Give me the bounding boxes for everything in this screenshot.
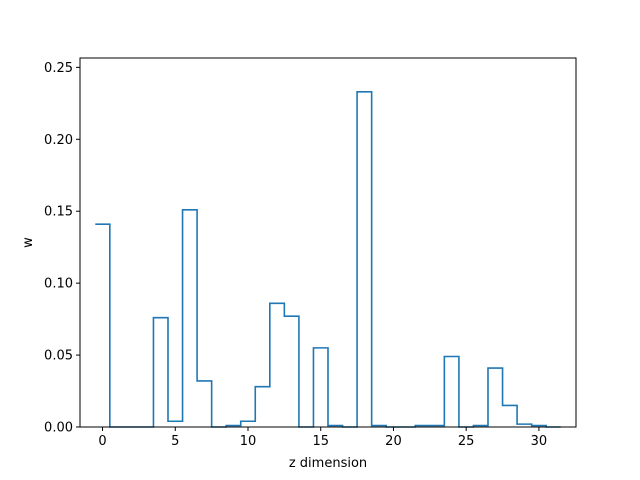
x-tick-label: 20	[385, 434, 402, 449]
x-tick-label: 0	[98, 434, 106, 449]
x-tick-label: 30	[531, 434, 548, 449]
plot-area	[95, 91, 561, 428]
y-tick-label: 0.15	[44, 205, 73, 220]
x-tick-label: 15	[312, 434, 329, 449]
axes: 0 5 10 15 20 25 30 0.00 0.05 0.10 0.15 0.20 0.25	[44, 57, 577, 449]
y-tick-label: 0.10	[44, 277, 73, 292]
x-tick-label: 5	[171, 434, 179, 449]
series-step-line	[95, 91, 561, 428]
axes-frame	[79, 57, 577, 428]
y-tick-label: 0.25	[44, 61, 73, 76]
x-axis-label: z dimension	[289, 456, 367, 471]
y-tick-label: 0.05	[44, 349, 73, 364]
x-tick-label: 10	[240, 434, 257, 449]
x-tick-label: 25	[458, 434, 475, 449]
y-tick-label: 0.00	[44, 421, 73, 436]
y-tick-label: 0.20	[44, 133, 73, 148]
y-axis-label: w	[21, 237, 36, 248]
